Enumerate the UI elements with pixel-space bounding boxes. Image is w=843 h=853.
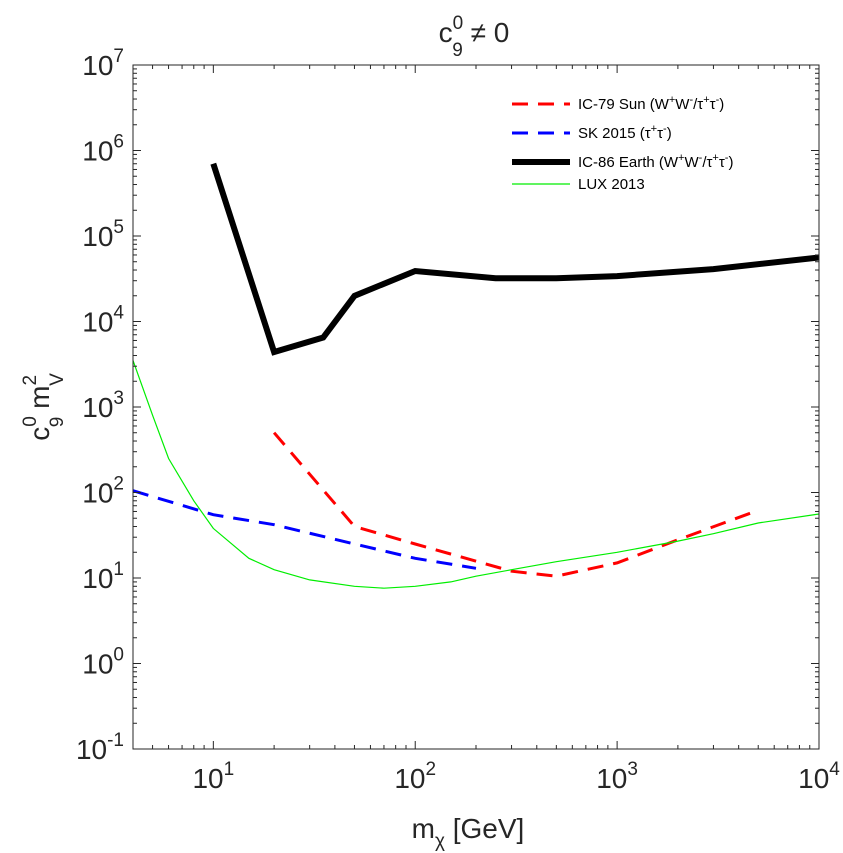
- y-tick-label: 103: [82, 388, 124, 423]
- tick-layer: [132, 64, 820, 750]
- x-tick-label: 103: [596, 759, 638, 794]
- series-line-3: [133, 360, 819, 589]
- y-tick-label: 102: [82, 474, 124, 509]
- legend-label-1: SK 2015 (τ+τ-): [578, 123, 672, 142]
- series-line-0: [272, 431, 759, 578]
- chart-title: c0 9 ≠ 0: [439, 13, 510, 61]
- x-tick-labels: 101 102 103 104: [192, 759, 840, 794]
- legend-label-2: IC-86 Earth (W+W-/τ+τ-): [578, 152, 733, 171]
- y-tick-label: 10-1: [76, 730, 124, 765]
- x-tick-label: 101: [192, 759, 234, 794]
- x-tick-label: 102: [394, 759, 436, 794]
- legend-label-3: LUX 2013: [578, 176, 645, 193]
- y-tick-label: 104: [82, 303, 124, 338]
- legend: IC-79 Sun (W+W-/τ+τ-) SK 2015 (τ+τ-) IC-86…: [512, 94, 733, 193]
- x-tick-label: 104: [798, 759, 840, 794]
- y-tick-label: 107: [82, 46, 124, 81]
- x-axis-label: mχ [GeV]: [412, 813, 525, 852]
- y-tick-label: 100: [82, 645, 124, 680]
- series-line-2: [210, 162, 819, 356]
- y-tick-label: 106: [82, 132, 124, 167]
- y-tick-label: 101: [82, 559, 124, 594]
- legend-label-0: IC-79 Sun (W+W-/τ+τ-): [578, 94, 724, 113]
- series-line-1: [133, 489, 477, 570]
- y-tick-labels: 10-1 100 101 102 103 104 105 106 107: [76, 46, 124, 765]
- series-layer: [133, 162, 819, 589]
- y-axis-label: c0 9 m2 V: [20, 373, 68, 441]
- y-tick-label: 105: [82, 217, 124, 252]
